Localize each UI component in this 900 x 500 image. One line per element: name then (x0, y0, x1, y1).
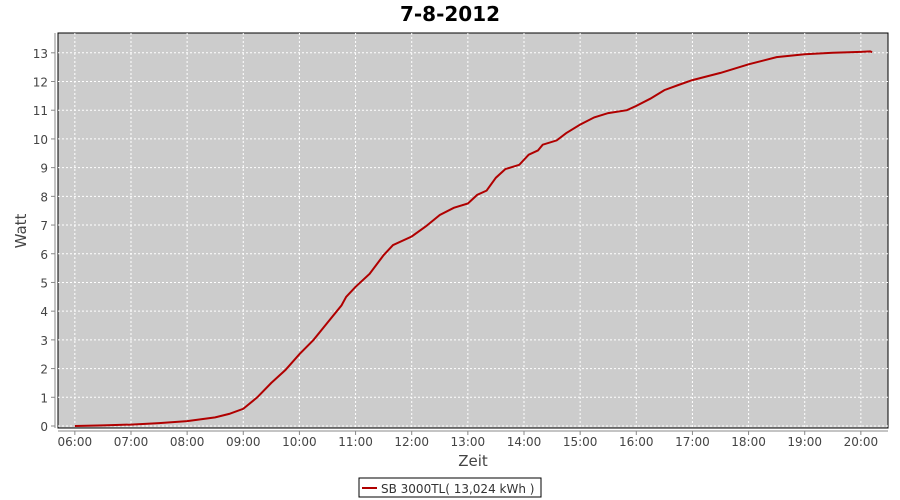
y-tick-label: 12 (33, 76, 48, 90)
y-tick-label: 5 (40, 276, 48, 290)
y-tick-label: 4 (40, 305, 48, 319)
y-tick-label: 1 (40, 391, 48, 405)
x-tick-label: 08:00 (170, 435, 205, 449)
x-tick-label: 18:00 (731, 435, 766, 449)
x-tick-label: 15:00 (563, 435, 598, 449)
legend: SB 3000TL( 13,024 kWh ) (358, 477, 542, 498)
x-tick-label: 20:00 (844, 435, 879, 449)
x-tick-label: 10:00 (282, 435, 317, 449)
y-tick-label: 2 (40, 363, 48, 377)
y-tick-label: 6 (40, 248, 48, 262)
y-tick-label: 11 (33, 104, 48, 118)
x-tick-label: 06:00 (58, 435, 93, 449)
y-axis-label: Watt (12, 213, 30, 248)
y-tick-label: 0 (40, 420, 48, 434)
y-tick-label: 7 (40, 219, 48, 233)
plot-area (57, 32, 889, 429)
y-tick-label: 13 (33, 47, 48, 61)
y-tick-label: 3 (40, 334, 48, 348)
grid (58, 33, 888, 428)
y-tick-label: 9 (40, 162, 48, 176)
series-line (74, 50, 873, 427)
x-tick-label: 17:00 (675, 435, 710, 449)
y-tick-label: 8 (40, 190, 48, 204)
x-tick-label: 09:00 (226, 435, 261, 449)
x-tick-label: 12:00 (394, 435, 429, 449)
x-tick-label: 14:00 (507, 435, 542, 449)
y-tick-label: 10 (33, 133, 48, 147)
x-tick-label: 11:00 (338, 435, 373, 449)
chart-title: 7-8-2012 (400, 2, 500, 26)
x-tick-label: 19:00 (787, 435, 822, 449)
x-tick-label: 07:00 (114, 435, 149, 449)
x-axis-label: Zeit (458, 452, 488, 470)
x-tick-label: 13:00 (451, 435, 486, 449)
legend-label: SB 3000TL( 13,024 kWh ) (381, 482, 534, 496)
x-tick-label: 16:00 (619, 435, 654, 449)
